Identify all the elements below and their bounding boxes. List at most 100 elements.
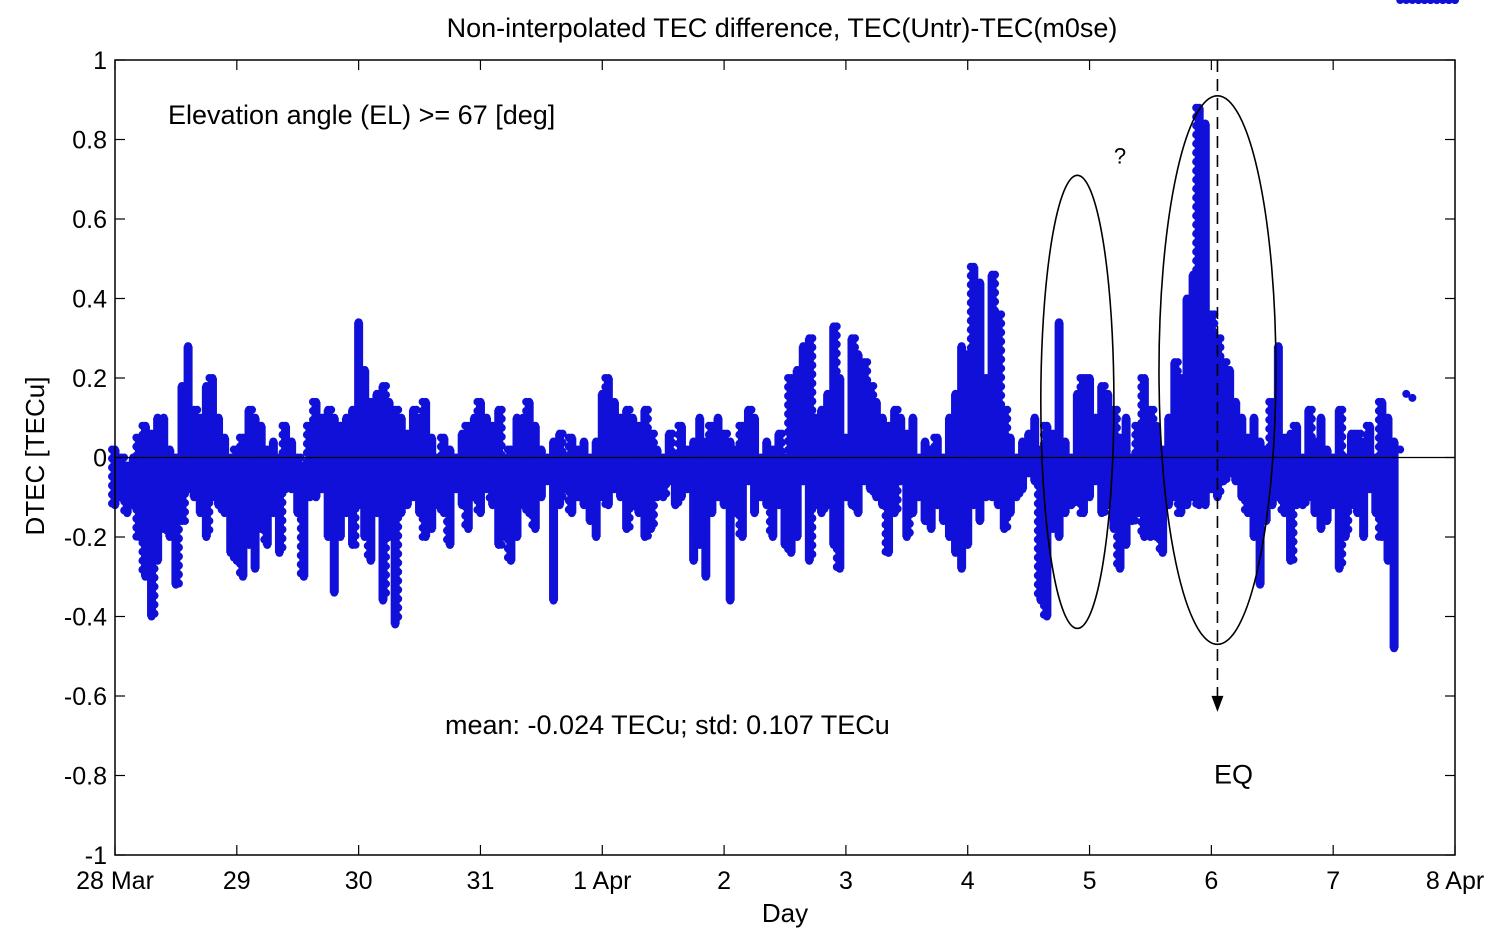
data-point <box>601 392 609 400</box>
data-point <box>461 467 469 475</box>
data-point-min <box>1006 509 1014 517</box>
data-point <box>735 440 743 448</box>
data-point-max <box>604 374 612 382</box>
data-point <box>1113 461 1121 469</box>
data-point <box>1290 449 1298 457</box>
data-point-max <box>720 430 728 438</box>
data-point <box>1192 374 1200 382</box>
data-point <box>443 500 451 508</box>
data-point <box>930 470 938 478</box>
data-point <box>833 358 841 366</box>
data-point <box>1113 452 1121 460</box>
data-point <box>309 443 317 451</box>
data-point <box>550 582 558 590</box>
data-point <box>1338 541 1346 549</box>
data-point-min <box>1098 509 1106 517</box>
data-point <box>1259 509 1267 517</box>
data-point <box>1003 443 1011 451</box>
data-point <box>1174 428 1182 436</box>
data-point <box>1137 518 1145 526</box>
data-point <box>382 461 390 469</box>
data-point <box>784 509 792 517</box>
data-point <box>833 536 841 544</box>
data-point <box>394 613 402 621</box>
data-point <box>1083 401 1091 409</box>
data-point <box>364 416 372 424</box>
data-point <box>1192 383 1200 391</box>
data-point <box>991 289 999 297</box>
data-point <box>120 497 128 505</box>
data-point <box>1192 491 1200 499</box>
data-point <box>997 364 1005 372</box>
data-point <box>443 482 451 490</box>
data-point <box>364 506 372 514</box>
data-point <box>1375 515 1383 523</box>
data-point <box>1375 416 1383 424</box>
data-point <box>1113 479 1121 487</box>
data-point <box>632 431 640 439</box>
data-point <box>751 441 759 449</box>
data-point <box>1137 473 1145 481</box>
data-point-min <box>367 557 375 565</box>
data-point <box>674 440 682 448</box>
data-point <box>979 419 987 427</box>
data-point <box>382 544 390 552</box>
x-tick-label: 4 <box>961 867 975 895</box>
data-point <box>851 440 859 448</box>
data-point <box>851 368 859 376</box>
data-point-max <box>141 422 149 430</box>
data-point <box>297 542 305 550</box>
data-point <box>138 566 146 574</box>
data-point <box>1290 485 1298 493</box>
data-point <box>1003 488 1011 496</box>
data-point <box>260 509 268 517</box>
data-markers <box>108 0 1459 652</box>
data-point <box>138 494 146 502</box>
data-point <box>1390 492 1398 500</box>
data-point <box>333 503 341 511</box>
data-point-min <box>495 541 503 549</box>
data-point <box>967 380 975 388</box>
data-point <box>784 500 792 508</box>
data-point <box>504 527 512 535</box>
data-point <box>1122 423 1130 431</box>
data-point <box>236 542 244 550</box>
data-point <box>735 467 743 475</box>
data-point-min <box>726 597 734 605</box>
data-point <box>997 328 1005 336</box>
data-point <box>1055 327 1063 335</box>
data-point <box>1320 473 1328 481</box>
data-point-min <box>476 509 484 517</box>
data-point <box>793 519 801 527</box>
data-point <box>184 396 192 404</box>
data-point <box>215 423 223 431</box>
data-point-max <box>483 414 491 422</box>
data-point <box>382 589 390 597</box>
data-point-min <box>428 525 436 533</box>
data-point-min <box>690 557 698 565</box>
data-point <box>1390 636 1398 644</box>
data-point <box>1320 464 1328 472</box>
data-point <box>632 494 640 502</box>
data-point <box>504 518 512 526</box>
data-point <box>425 452 433 460</box>
data-point <box>382 524 390 532</box>
data-point <box>397 423 405 431</box>
data-point-max <box>891 406 899 414</box>
data-point <box>278 517 286 525</box>
data-point <box>364 434 372 442</box>
data-point-max <box>257 422 265 430</box>
data-point <box>461 512 469 520</box>
data-point-max <box>1305 406 1313 414</box>
data-point <box>1055 363 1063 371</box>
data-point <box>333 467 341 475</box>
data-point <box>1137 509 1145 517</box>
data-point <box>1338 433 1346 441</box>
data-point <box>808 388 816 396</box>
data-point <box>882 512 890 520</box>
data-point <box>486 431 494 439</box>
data-point-min <box>202 533 210 541</box>
data-point <box>364 488 372 496</box>
data-point <box>793 510 801 518</box>
data-point <box>735 431 743 439</box>
